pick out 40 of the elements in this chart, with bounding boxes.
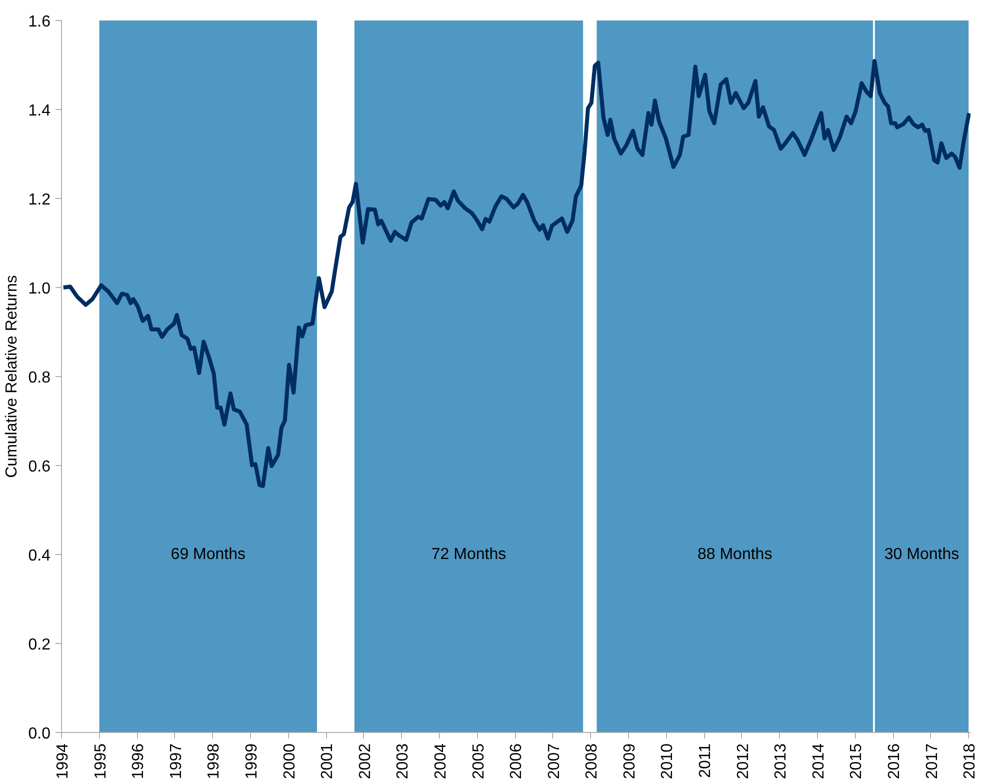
x-tick-label: 2005 (470, 743, 488, 780)
x-tick-label: 1998 (206, 743, 223, 780)
y-axis-title: Cumulative Relative Returns (3, 275, 20, 478)
x-tick-label: 2006 (508, 743, 526, 780)
x-tick-label: 2007 (546, 743, 563, 780)
x-tick-label: 2008 (584, 743, 601, 780)
x-tick-label: 2002 (356, 743, 374, 780)
band-label: 69 Months (170, 546, 246, 563)
y-tick-label: 0.6 (28, 458, 51, 476)
y-tick-label: 1.6 (28, 14, 51, 30)
y-tick-label: 1.2 (28, 192, 51, 208)
y-tick-label: 1.0 (28, 280, 51, 298)
x-tick-label: 2004 (432, 743, 450, 780)
x-tick-label: 2018 (962, 743, 979, 780)
x-tick-label: 2001 (319, 743, 336, 780)
x-tick-label: 2011 (697, 743, 714, 778)
x-tick-label: 1994 (54, 743, 72, 780)
x-tick-label: 1995 (92, 743, 110, 780)
x-tick-label: 2014 (810, 743, 828, 780)
x-tick-label: 2013 (772, 743, 790, 780)
x-tick-label: 2016 (886, 743, 904, 780)
x-tick-label: 2000 (281, 743, 298, 780)
x-tick-label: 1997 (168, 743, 185, 780)
y-tick-label: 0.2 (28, 636, 51, 654)
y-tick-label: 0.8 (28, 370, 51, 386)
x-tick-label: 1996 (130, 743, 148, 780)
band-label: 72 Months (431, 546, 506, 563)
y-tick-label: 1.4 (28, 102, 51, 120)
x-tick-label: 2017 (924, 743, 941, 780)
y-tick-label: 0.0 (28, 726, 51, 742)
x-tick-label: 2010 (659, 743, 676, 780)
band-label: 30 Months (884, 546, 960, 563)
x-tick-label: 1999 (243, 743, 260, 780)
band-label: 88 Months (697, 546, 772, 563)
y-tick-label: 0.4 (28, 548, 51, 564)
x-tick-label: 2003 (394, 743, 412, 780)
x-tick-label: 2009 (621, 743, 638, 780)
x-tick-label: 2015 (848, 743, 866, 780)
x-tick-label: 2012 (734, 743, 752, 780)
line-series (62, 58, 970, 488)
